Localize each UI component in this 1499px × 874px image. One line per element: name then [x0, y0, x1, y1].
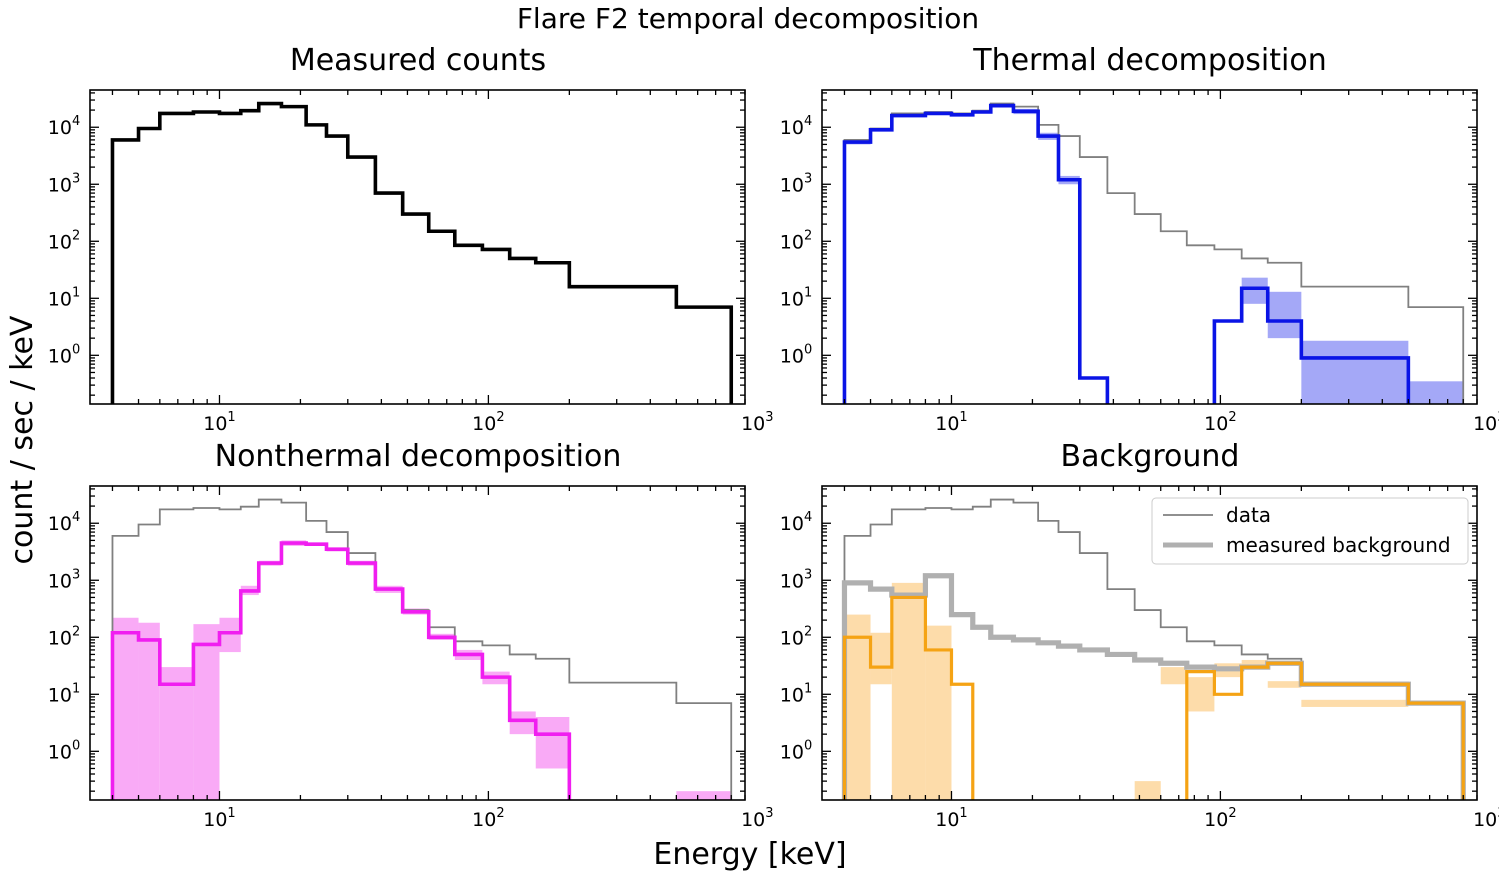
figure-ylabel: count / sec / keV [5, 315, 40, 564]
y-tick-label: 104 [48, 510, 80, 535]
uncertainty-band-bin [1241, 277, 1268, 304]
panel-title: Thermal decomposition [972, 43, 1326, 78]
x-tick-label: 102 [1204, 806, 1236, 831]
y-tick-label: 102 [48, 624, 80, 649]
uncertainty-band-bin [1160, 667, 1187, 685]
panel-nonthermal-decomposition: Nonthermal decomposition 101 102 103 100 101… [48, 439, 774, 831]
y-tick-label: 100 [780, 738, 812, 763]
y-tick-label: 104 [780, 114, 812, 139]
y-tick-label: 102 [48, 228, 80, 253]
y-tick-label: 102 [780, 228, 812, 253]
x-tick-label: 102 [472, 806, 504, 831]
uncertainty-band-bin [219, 617, 241, 653]
y-tick-label: 104 [780, 510, 812, 535]
uncertainty-band-bin [1186, 677, 1215, 712]
data-step-line [110, 101, 734, 404]
uncertainty-band-bin [870, 632, 892, 685]
uncertainty-band-bin [1134, 781, 1161, 800]
uncertainty-band-bin [891, 582, 926, 800]
uncertainty-band-bin [138, 622, 160, 800]
y-tick-label: 103 [780, 567, 812, 592]
y-tick-label: 100 [48, 738, 80, 763]
y-tick-label: 100 [48, 342, 80, 367]
panel-title: Nonthermal decomposition [215, 439, 622, 474]
data-step-line [111, 498, 733, 800]
axes-frame [89, 89, 746, 405]
uncertainty-band-bin [112, 617, 139, 800]
legend-label-data: data [1226, 503, 1271, 527]
uncertainty-band-bin [159, 667, 194, 800]
x-tick-label: 103 [741, 410, 773, 435]
x-tick-label: 103 [1473, 806, 1499, 831]
panel-background: Background 101 102 103 100 101 102 103 104 [780, 439, 1499, 831]
y-tick-label: 101 [48, 285, 80, 310]
x-tick-label: 103 [741, 806, 773, 831]
panel-measured-counts: Measured counts 101 102 103 100 101 102 103 104 [48, 43, 774, 435]
x-tick-label: 101 [203, 410, 235, 435]
figure-xlabel: Energy [keV] [653, 837, 846, 872]
plot-area [841, 498, 1466, 800]
uncertainty-band-bin [193, 624, 220, 800]
background-component-step-line [842, 595, 1465, 800]
uncertainty-band-bin [844, 614, 871, 800]
plot-area [110, 101, 734, 404]
x-tick-label: 103 [1473, 410, 1499, 435]
panel-title: Measured counts [290, 43, 546, 78]
uncertainty-band-bin [1408, 381, 1464, 404]
data-step-line [843, 498, 1465, 800]
y-tick-label: 100 [780, 342, 812, 367]
y-tick-label: 103 [48, 567, 80, 592]
panel-thermal-decomposition: Thermal decomposition 101 102 103 100 101 102… [780, 43, 1499, 435]
uncertainty-band-bin [1241, 659, 1268, 668]
uncertainty-band-bin [925, 625, 952, 800]
y-tick-label: 104 [48, 114, 80, 139]
uncertainty-band-bin [1301, 340, 1409, 404]
legend-frame [1151, 497, 1469, 565]
uncertainty-band-bin [535, 716, 570, 769]
panel-title: Background [1061, 439, 1240, 474]
plot-area [110, 498, 733, 800]
uncertainty-band-bin [1301, 699, 1409, 707]
x-tick-label: 102 [472, 410, 504, 435]
uncertainty-band-bin [1267, 681, 1302, 688]
y-tick-label: 103 [48, 171, 80, 196]
uncertainty-band-bin [509, 711, 536, 735]
legend: data measured background [1151, 497, 1469, 565]
y-tick-label: 101 [48, 681, 80, 706]
nonthermal-component-step-line [110, 541, 572, 800]
y-tick-label: 101 [780, 285, 812, 310]
x-tick-label: 101 [935, 410, 967, 435]
x-tick-label: 102 [1204, 410, 1236, 435]
x-tick-label: 101 [203, 806, 235, 831]
y-tick-label: 102 [780, 624, 812, 649]
thermal-component-step-line [842, 103, 1411, 404]
y-tick-label: 101 [780, 681, 812, 706]
y-tick-label: 103 [780, 171, 812, 196]
uncertainty-band-bin [1267, 291, 1302, 339]
uncertainty-band-bin [676, 791, 732, 800]
figure-suptitle: Flare F2 temporal decomposition [517, 2, 979, 35]
legend-label-measured-background: measured background [1226, 533, 1451, 557]
x-tick-label: 101 [935, 806, 967, 831]
plot-area [842, 102, 1465, 404]
